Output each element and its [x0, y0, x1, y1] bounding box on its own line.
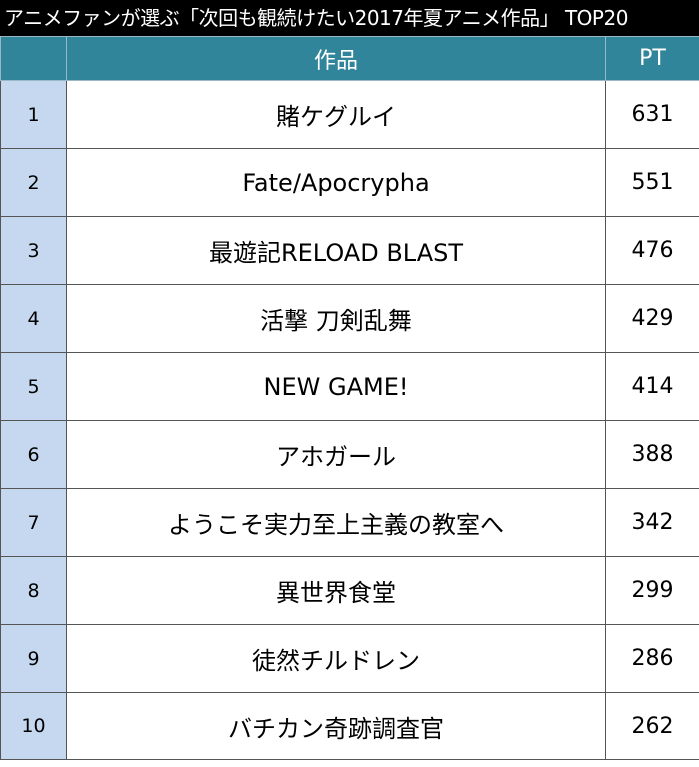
title-cell: アホガール — [66, 420, 606, 489]
rank-cell: 9 — [0, 624, 67, 693]
points-cell: 342 — [605, 488, 699, 557]
rank-cell: 10 — [0, 692, 67, 760]
points-cell: 388 — [605, 420, 699, 489]
table-row: 8 異世界食堂 299 — [0, 556, 699, 625]
title-cell: 徒然チルドレン — [66, 624, 606, 693]
points-cell: 551 — [605, 148, 699, 217]
table-row: 9 徒然チルドレン 286 — [0, 624, 699, 693]
title-cell: Fate/Apocrypha — [66, 148, 606, 217]
ranking-title: アニメファンが選ぶ「次回も観続けたい2017年夏アニメ作品」 TOP20 — [0, 0, 699, 36]
rank-cell: 5 — [0, 352, 67, 421]
points-cell: 476 — [605, 216, 699, 285]
title-cell: 最遊記RELOAD BLAST — [66, 216, 606, 285]
ranking-table: 作品 PT 1 賭ケグルイ 631 2 Fate/Apocrypha 551 3… — [0, 36, 699, 760]
rank-cell: 3 — [0, 216, 67, 285]
rank-cell: 6 — [0, 420, 67, 489]
table-row: 3 最遊記RELOAD BLAST 476 — [0, 216, 699, 285]
title-cell: バチカン奇跡調査官 — [66, 692, 606, 760]
header-title: 作品 — [66, 36, 606, 81]
header-points: PT — [605, 36, 699, 81]
table-row: 2 Fate/Apocrypha 551 — [0, 148, 699, 217]
title-cell: ようこそ実力至上主義の教室へ — [66, 488, 606, 557]
rank-cell: 4 — [0, 284, 67, 353]
points-cell: 262 — [605, 692, 699, 760]
table-row: 1 賭ケグルイ 631 — [0, 80, 699, 149]
rank-cell: 8 — [0, 556, 67, 625]
rank-cell: 1 — [0, 80, 67, 149]
table-header-row: 作品 PT — [0, 36, 699, 81]
title-cell: NEW GAME! — [66, 352, 606, 421]
table-row: 7 ようこそ実力至上主義の教室へ 342 — [0, 488, 699, 557]
table-row: 5 NEW GAME! 414 — [0, 352, 699, 421]
points-cell: 286 — [605, 624, 699, 693]
header-rank — [0, 36, 67, 81]
points-cell: 631 — [605, 80, 699, 149]
title-cell: 活撃 刀剣乱舞 — [66, 284, 606, 353]
title-cell: 賭ケグルイ — [66, 80, 606, 149]
points-cell: 414 — [605, 352, 699, 421]
points-cell: 429 — [605, 284, 699, 353]
table-row: 10 バチカン奇跡調査官 262 — [0, 692, 699, 760]
table-row: 4 活撃 刀剣乱舞 429 — [0, 284, 699, 353]
rank-cell: 7 — [0, 488, 67, 557]
table-row: 6 アホガール 388 — [0, 420, 699, 489]
rank-cell: 2 — [0, 148, 67, 217]
title-cell: 異世界食堂 — [66, 556, 606, 625]
points-cell: 299 — [605, 556, 699, 625]
